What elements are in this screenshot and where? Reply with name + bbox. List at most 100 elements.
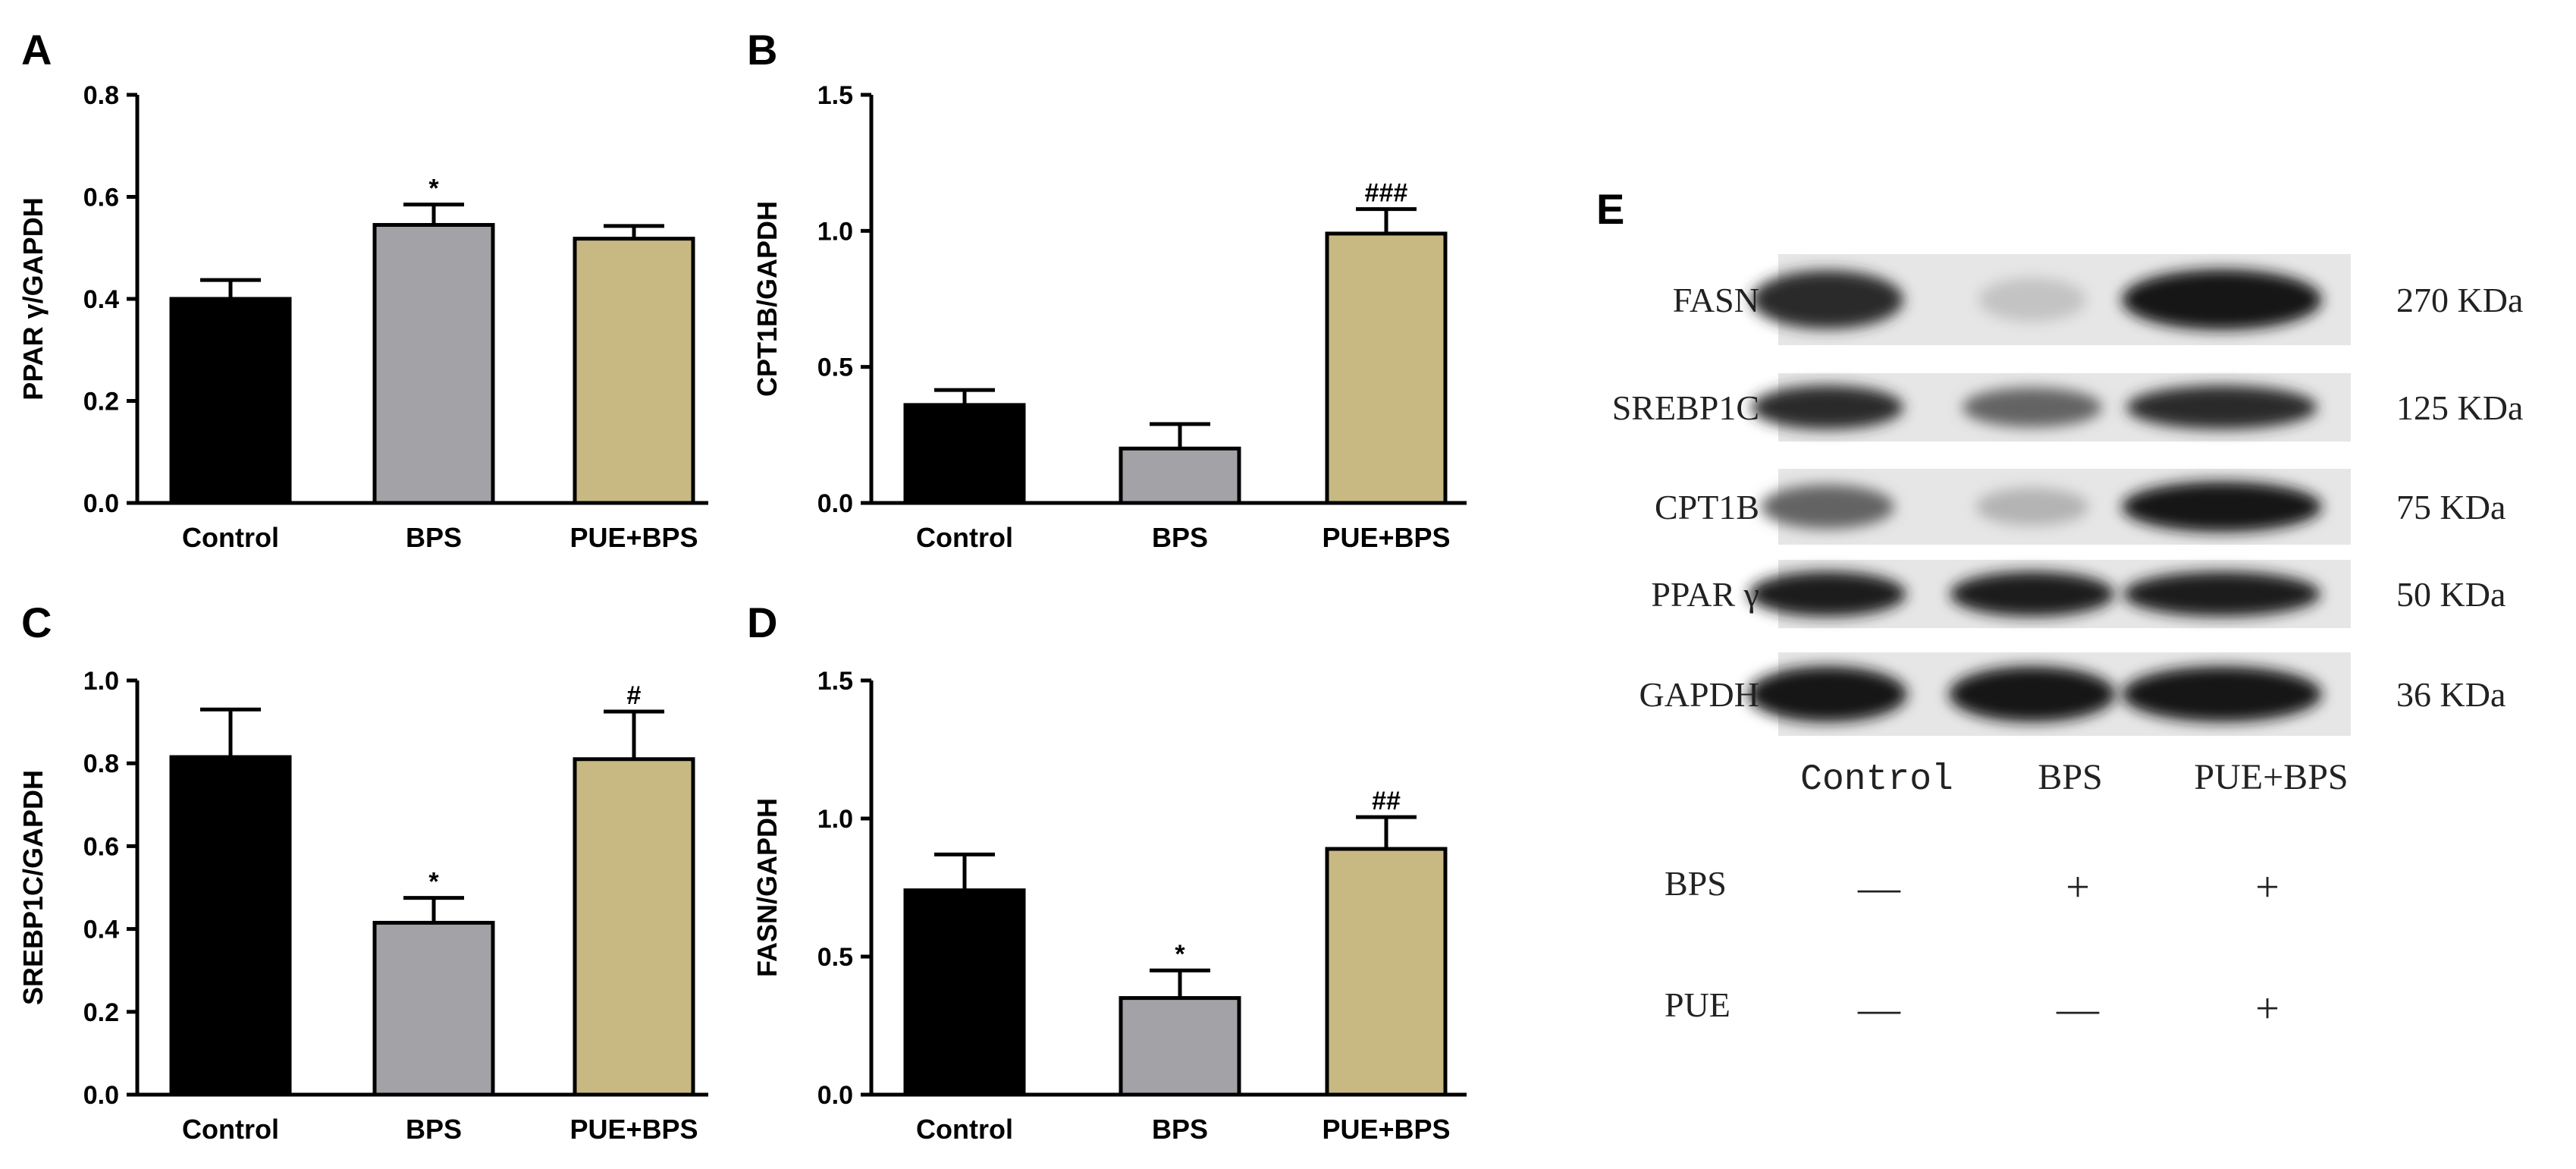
significance-marker: * bbox=[1175, 940, 1185, 969]
protein-label: SREBP1C bbox=[1612, 388, 1759, 427]
treatment-mark: — bbox=[1857, 985, 1901, 1032]
y-tick-label: 0.8 bbox=[83, 749, 119, 778]
y-tick-label: 0.0 bbox=[817, 1081, 853, 1110]
panel-label: B bbox=[747, 26, 777, 74]
blot-band bbox=[1747, 666, 1908, 722]
bar-control bbox=[903, 888, 1026, 1097]
bar-pue-bps bbox=[573, 757, 695, 1097]
x-tick-label: Control bbox=[182, 1114, 279, 1145]
y-axis-label: SREBP1C/GAPDH bbox=[17, 770, 49, 1005]
x-tick-label: Control bbox=[916, 522, 1013, 553]
blot-band bbox=[1978, 278, 2086, 322]
significance-marker: ## bbox=[1372, 787, 1401, 815]
molecular-weight-label: 125 KDa bbox=[2396, 388, 2523, 427]
y-tick-label: 0.4 bbox=[83, 916, 119, 944]
panel-label: E bbox=[1596, 185, 1624, 233]
blot-band bbox=[1751, 385, 1904, 429]
significance-marker: * bbox=[428, 868, 439, 897]
bar-bps bbox=[372, 920, 495, 1097]
protein-label: FASN bbox=[1673, 281, 1759, 319]
bar-bps bbox=[1119, 446, 1241, 505]
blot-band bbox=[1962, 387, 2103, 428]
blot-row-cpt1b: CPT1B 75 KDa bbox=[1655, 469, 2505, 545]
protein-label: GAPDH bbox=[1639, 675, 1759, 714]
panel-label: C bbox=[21, 599, 52, 646]
blot-band bbox=[2122, 269, 2322, 331]
x-tick-label: BPS bbox=[1152, 1114, 1208, 1145]
treatment-row-bps: BPS — + + bbox=[1665, 864, 2279, 911]
x-tick-label: BPS bbox=[406, 522, 462, 553]
chart-panel-c: C 0.0 0.2 0.4 0.6 0.8 1.0 SREBP1C/GAPDH Control *… bbox=[17, 599, 708, 1145]
blot-band bbox=[1949, 666, 2116, 722]
blot-row-ppar-: PPAR γ 50 KDa bbox=[1651, 560, 2505, 628]
blot-band bbox=[1950, 571, 2115, 617]
x-tick-label: PUE+BPS bbox=[569, 522, 698, 553]
y-axis-label: CPT1B/GAPDH bbox=[751, 201, 783, 397]
blot-row-fasn: FASN 270 KDa bbox=[1673, 254, 2523, 345]
panel-label: D bbox=[747, 599, 777, 646]
blot-band bbox=[2122, 666, 2322, 722]
lane-label: Control bbox=[1800, 759, 1953, 800]
x-tick-label: BPS bbox=[406, 1114, 462, 1145]
treatment-mark: + bbox=[2255, 864, 2279, 911]
blot-band bbox=[1975, 488, 2089, 526]
treatment-label: BPS bbox=[1665, 864, 1727, 903]
bar-pue-bps bbox=[1325, 847, 1448, 1097]
x-tick-label: BPS bbox=[1152, 522, 1208, 553]
blot-band bbox=[2126, 385, 2317, 429]
y-axis-label: PPAR γ/GAPDH bbox=[17, 197, 49, 400]
treatment-mark: + bbox=[2066, 864, 2090, 911]
bar-control bbox=[903, 403, 1026, 505]
y-tick-label: 1.5 bbox=[817, 667, 853, 696]
bar-control bbox=[169, 297, 292, 505]
treatment-label: PUE bbox=[1665, 985, 1730, 1024]
blot-band bbox=[2123, 571, 2321, 617]
y-tick-label: 1.0 bbox=[817, 217, 853, 246]
bar-control bbox=[169, 755, 292, 1097]
blot-row-gapdh: GAPDH 36 KDa bbox=[1639, 652, 2505, 736]
blot-band bbox=[2122, 481, 2322, 533]
molecular-weight-label: 36 KDa bbox=[2396, 675, 2505, 714]
molecular-weight-label: 270 KDa bbox=[2396, 281, 2523, 319]
molecular-weight-label: 75 KDa bbox=[2396, 488, 2505, 526]
y-tick-label: 0.2 bbox=[83, 388, 119, 416]
treatment-row-pue: PUE — — + bbox=[1665, 985, 2279, 1032]
y-tick-label: 0.0 bbox=[83, 489, 119, 518]
lane-label: BPS bbox=[2038, 757, 2102, 797]
y-tick-label: 1.5 bbox=[817, 81, 853, 110]
chart-panel-b: B 0.0 0.5 1.0 1.5 CPT1B/GAPDH Control BPS ### PUE… bbox=[747, 26, 1467, 553]
y-tick-label: 0.4 bbox=[83, 285, 119, 314]
significance-marker: * bbox=[428, 174, 439, 203]
y-axis-label: FASN/GAPDH bbox=[751, 798, 783, 977]
y-tick-label: 0.8 bbox=[83, 81, 119, 110]
protein-label: CPT1B bbox=[1655, 488, 1759, 526]
blot-band bbox=[1751, 270, 1904, 329]
protein-label: PPAR γ bbox=[1651, 575, 1759, 614]
y-tick-label: 0.6 bbox=[83, 184, 119, 212]
y-tick-label: 1.0 bbox=[817, 805, 853, 834]
x-tick-label: PUE+BPS bbox=[569, 1114, 698, 1145]
bar-bps bbox=[372, 222, 495, 505]
chart-panel-d: D 0.0 0.5 1.0 1.5 FASN/GAPDH Control * BPS ## PUE+… bbox=[747, 599, 1467, 1145]
treatment-mark: — bbox=[1857, 864, 1901, 911]
lane-label: PUE+BPS bbox=[2194, 757, 2348, 797]
x-tick-label: PUE+BPS bbox=[1322, 1114, 1450, 1145]
y-tick-label: 0.0 bbox=[83, 1081, 119, 1110]
significance-marker: ### bbox=[1365, 179, 1408, 208]
y-tick-label: 1.0 bbox=[83, 667, 119, 696]
bar-bps bbox=[1119, 996, 1241, 1097]
treatment-mark: + bbox=[2255, 985, 2279, 1032]
treatment-mark: — bbox=[2056, 985, 2100, 1032]
y-tick-label: 0.6 bbox=[83, 832, 119, 861]
bar-pue-bps bbox=[573, 237, 695, 505]
blot-band bbox=[1749, 571, 1906, 617]
x-tick-label: PUE+BPS bbox=[1322, 522, 1450, 553]
significance-marker: # bbox=[627, 681, 642, 710]
blot-band bbox=[1760, 484, 1895, 530]
molecular-weight-label: 50 KDa bbox=[2396, 575, 2505, 614]
bar-pue-bps bbox=[1325, 231, 1448, 505]
x-tick-label: Control bbox=[182, 522, 279, 553]
x-tick-label: Control bbox=[916, 1114, 1013, 1145]
y-tick-label: 0.5 bbox=[817, 943, 853, 972]
